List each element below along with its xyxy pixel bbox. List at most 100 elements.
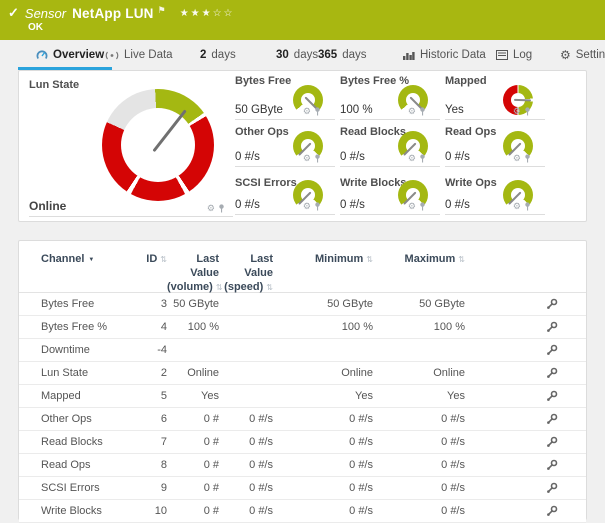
column-header-id[interactable]: ID [141, 253, 167, 267]
channel-settings-wrench-icon[interactable] [546, 436, 558, 448]
gauge-label: Bytes Free % [340, 75, 410, 87]
gauge-value: 50 GByte [235, 104, 283, 116]
pin-icon[interactable] [524, 154, 531, 163]
historic-data-chart-icon [403, 51, 415, 60]
channel-gear-icon[interactable]: ⚙ [407, 153, 416, 163]
column-header-minimum[interactable]: Minimum [273, 253, 373, 267]
channel-name: Mapped [41, 390, 81, 402]
table-row: Mapped 5 Yes Yes Yes [19, 385, 586, 408]
channel-settings-wrench-icon[interactable] [546, 367, 558, 379]
gauge-label: Write Blocks [340, 177, 407, 189]
channel-name: Lun State [41, 367, 89, 379]
pin-icon[interactable] [524, 202, 531, 211]
pin-icon[interactable] [419, 154, 426, 163]
sensor-type-label: Sensor [24, 5, 67, 21]
tab-historic-data-label: Historic Data [420, 49, 486, 61]
pin-icon[interactable] [419, 107, 426, 116]
pin-icon[interactable] [419, 202, 426, 211]
tab-settings[interactable]: ⚙ Settings [560, 40, 605, 70]
channel-gear-icon[interactable]: ⚙ [302, 201, 311, 211]
channel-settings-wrench-icon[interactable] [546, 482, 558, 494]
table-row: Lun State 2 Online Online Online [19, 362, 586, 385]
channel-settings-wrench-icon[interactable] [546, 321, 558, 333]
live-data-icon [105, 51, 119, 59]
channels-table: Channel ID Last Value (volume) Last Valu… [18, 240, 587, 523]
channel-name: Write Blocks [41, 505, 102, 517]
tab-settings-label: Settings [575, 49, 605, 61]
channel-settings-wrench-icon[interactable] [546, 413, 558, 425]
column-header-last-value-volume[interactable]: Last Value (volume) [167, 253, 219, 294]
gauge-cell-read-blocks: Read Blocks 0 #/s ⚙ [340, 126, 440, 167]
table-row: Bytes Free % 4 100 % 100 % 100 % [19, 316, 586, 339]
settings-gear-icon: ⚙ [560, 48, 571, 62]
status-check-icon: ✓ [8, 5, 19, 20]
pin-icon[interactable] [314, 107, 321, 116]
channel-settings-wrench-icon[interactable] [546, 298, 558, 310]
channel-settings-wrench-icon[interactable] [546, 390, 558, 402]
channel-name: Bytes Free % [41, 321, 108, 333]
gauge-label: Write Ops [445, 177, 497, 189]
gauge-value: Online [29, 199, 67, 213]
gauge-cell-write-ops: Write Ops 0 #/s ⚙ [445, 177, 545, 215]
tab-log[interactable]: Log [496, 40, 532, 70]
gauge-value: 0 #/s [445, 199, 470, 211]
channel-settings-wrench-icon[interactable] [546, 505, 558, 517]
gauge-label: Read Blocks [340, 126, 407, 138]
gauge-cell-scsi-errors: SCSI Errors 0 #/s ⚙ [235, 177, 335, 215]
channel-gear-icon[interactable]: ⚙ [407, 106, 416, 116]
channel-gear-icon[interactable]: ⚙ [302, 106, 311, 116]
tab-log-label: Log [513, 49, 533, 61]
table-header-row: Channel ID Last Value (volume) Last Valu… [19, 241, 586, 293]
table-row: Other Ops 6 0 # 0 #/s 0 #/s 0 #/s [19, 408, 586, 431]
priority-stars[interactable]: ★★★☆☆ [179, 7, 235, 19]
column-header-last-value-speed[interactable]: Last Value (speed) [219, 253, 273, 294]
tab-30-days[interactable]: 30 days [276, 49, 319, 61]
flag-icon[interactable]: ⚑ [157, 4, 166, 15]
pin-icon[interactable] [524, 107, 531, 116]
tab-bar: Overview Live Data 2 days 30 days 365 da… [0, 40, 605, 70]
channel-name: Read Ops [41, 459, 91, 471]
tab-overview[interactable]: Overview [17, 40, 113, 70]
channel-gear-icon[interactable]: ⚙ [206, 203, 215, 213]
channel-gear-icon[interactable]: ⚙ [302, 153, 311, 163]
gauge-label: Lun State [29, 79, 80, 91]
gauge-label: Mapped [445, 75, 487, 87]
pin-icon[interactable] [218, 204, 225, 213]
channel-name: Downtime [41, 344, 90, 356]
gauge-label: Bytes Free [235, 75, 292, 87]
gauge-value: 100 % [340, 104, 373, 116]
sensor-header: ✓ Sensor NetApp LUN ⚑ ★★★☆☆ OK [0, 0, 605, 40]
channel-settings-wrench-icon[interactable] [546, 344, 558, 356]
table-row: SCSI Errors 9 0 # 0 #/s 0 #/s 0 #/s [19, 477, 586, 500]
channel-gear-icon[interactable]: ⚙ [407, 201, 416, 211]
tab-historic-data[interactable]: Historic Data [402, 40, 486, 70]
log-list-icon [496, 50, 508, 60]
table-row: Write Blocks 10 0 # 0 #/s 0 #/s 0 #/s [19, 500, 586, 523]
channel-gear-icon[interactable]: ⚙ [512, 106, 521, 116]
channel-gear-icon[interactable]: ⚙ [512, 153, 521, 163]
channel-settings-wrench-icon[interactable] [546, 459, 558, 471]
channel-name: Other Ops [41, 413, 92, 425]
column-header-channel[interactable]: Channel [41, 253, 141, 267]
tab-365-days[interactable]: 365 days [318, 49, 367, 61]
channel-name: SCSI Errors [41, 482, 100, 494]
channel-name: Bytes Free [41, 298, 95, 310]
gauge-label: Other Ops [235, 126, 289, 138]
tab-2-days[interactable]: 2 days [200, 49, 236, 61]
gauge-value: Yes [445, 104, 464, 116]
overview-gauge-icon [36, 50, 48, 60]
gauge-value: 0 #/s [340, 151, 365, 163]
gauge-cell-other-ops: Other Ops 0 #/s ⚙ [235, 126, 335, 167]
pin-icon[interactable] [314, 154, 321, 163]
channel-gear-icon[interactable]: ⚙ [512, 201, 521, 211]
table-row: Downtime -4 [19, 339, 586, 362]
pin-icon[interactable] [314, 202, 321, 211]
sensor-title: NetApp LUN [72, 5, 154, 21]
gauge-cell-bytes-free: Bytes Free 50 GByte ⚙ [235, 75, 335, 120]
gauge-value: 0 #/s [235, 151, 260, 163]
tab-live-data-label: Live Data [124, 49, 173, 61]
gauge-cell-read-ops: Read Ops 0 #/s ⚙ [445, 126, 545, 167]
tab-live-data[interactable]: Live Data [105, 40, 173, 70]
table-row: Read Blocks 7 0 # 0 #/s 0 #/s 0 #/s [19, 431, 586, 454]
column-header-maximum[interactable]: Maximum [373, 253, 465, 267]
